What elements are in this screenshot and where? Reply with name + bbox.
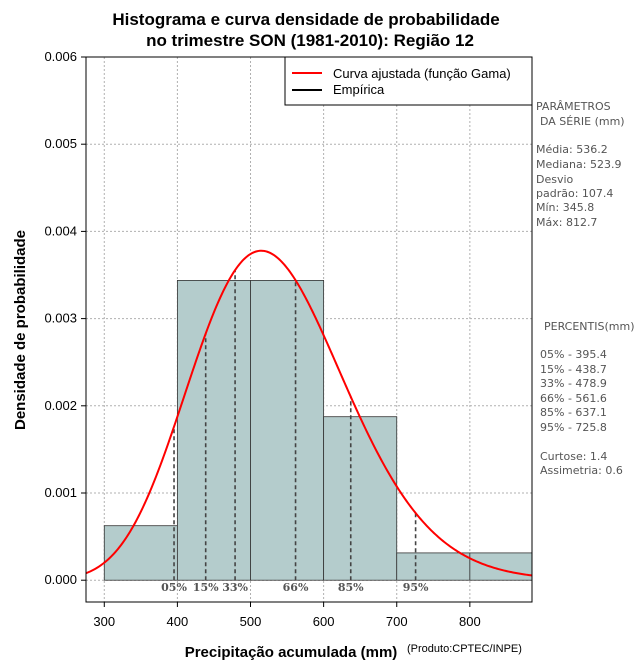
x-tick-label: 400 — [167, 614, 189, 629]
percentile-label: 66% — [283, 581, 309, 594]
param-max: Máx: 812.7 — [536, 216, 597, 229]
y-tick-label: 0.000 — [44, 572, 77, 587]
percentile-85: 85% - 637.1 — [540, 406, 607, 419]
legend-box — [284, 56, 533, 106]
percentiles-panel: PERCENTIS(mm) 05% - 395.4 15% - 438.7 33… — [540, 320, 635, 477]
x-tick-label: 300 — [93, 614, 115, 629]
param-desvio-2: padrão: 107.4 — [536, 187, 613, 200]
x-axis-label: Precipitação acumulada (mm) — [185, 644, 398, 660]
percentile-label: 05% — [161, 581, 187, 594]
gamma-fit-curve — [85, 249, 533, 577]
y-tick-label: 0.006 — [44, 49, 77, 64]
params-title-2: DA SÉRIE (mm) — [540, 115, 625, 128]
y-tick-label: 0.004 — [44, 223, 77, 238]
y-axis-ticks: 0.000 0.001 0.002 0.003 0.004 0.005 0.006 — [44, 49, 86, 587]
percentile-95: 95% - 725.8 — [540, 421, 607, 434]
y-axis-label: Densidade de probabilidade — [12, 230, 29, 430]
y-tick-label: 0.002 — [44, 398, 77, 413]
histogram-bar — [469, 552, 533, 581]
percentile-label: 15% — [193, 581, 219, 594]
histogram-bar — [250, 280, 325, 581]
percentile-label: 33% — [222, 581, 248, 594]
histogram-bar — [323, 416, 398, 581]
param-media: Média: 536.2 — [536, 143, 608, 156]
y-tick-label: 0.001 — [44, 485, 77, 500]
legend: Curva ajustada (função Gama) Empírica — [284, 56, 533, 106]
series-parameters-panel: PARÂMETROS DA SÉRIE (mm) Média: 536.2 Me… — [536, 100, 625, 229]
skewness: Assimetria: 0.6 — [540, 464, 623, 477]
product-credit: (Produto:CPTEC/INPE) — [407, 643, 522, 655]
histogram-bar — [396, 552, 471, 581]
chart-title-line-2: no trimestre SON (1981-2010): Região 12 — [146, 31, 474, 50]
param-min: Mín: 345.8 — [536, 201, 594, 214]
y-tick-label: 0.005 — [44, 136, 77, 151]
x-tick-label: 700 — [386, 614, 408, 629]
percentile-lines — [173, 270, 417, 581]
percentile-15: 15% - 438.7 — [540, 363, 607, 376]
percentile-labels: 05% 15% 33% 66% 85% 95% — [161, 581, 429, 594]
percentile-66: 66% - 561.6 — [540, 392, 607, 405]
y-tick-label: 0.003 — [44, 311, 77, 326]
histogram-bar — [176, 280, 251, 581]
kurtosis: Curtose: 1.4 — [540, 450, 607, 463]
percentile-label: 95% — [403, 581, 429, 594]
x-tick-label: 500 — [240, 614, 262, 629]
histogram-bar — [103, 525, 178, 581]
x-tick-label: 600 — [313, 614, 335, 629]
legend-label-curve: Curva ajustada (função Gama) — [333, 66, 511, 81]
percentis-title: PERCENTIS(mm) — [544, 320, 635, 333]
percentile-33: 33% - 478.9 — [540, 377, 607, 390]
percentile-label: 85% — [338, 581, 364, 594]
x-axis-ticks: 300 400 500 600 700 800 — [93, 602, 481, 629]
histogram-bars — [103, 280, 533, 581]
param-mediana: Mediana: 523.9 — [536, 158, 621, 171]
param-desvio-1: Desvio — [536, 173, 574, 186]
chart-title-line-1: Histograma e curva densidade de probabil… — [112, 10, 499, 29]
percentile-05: 05% - 395.4 — [540, 348, 607, 361]
legend-label-empirical: Empírica — [333, 82, 385, 97]
params-title-1: PARÂMETROS — [536, 100, 611, 113]
x-tick-label: 800 — [459, 614, 481, 629]
